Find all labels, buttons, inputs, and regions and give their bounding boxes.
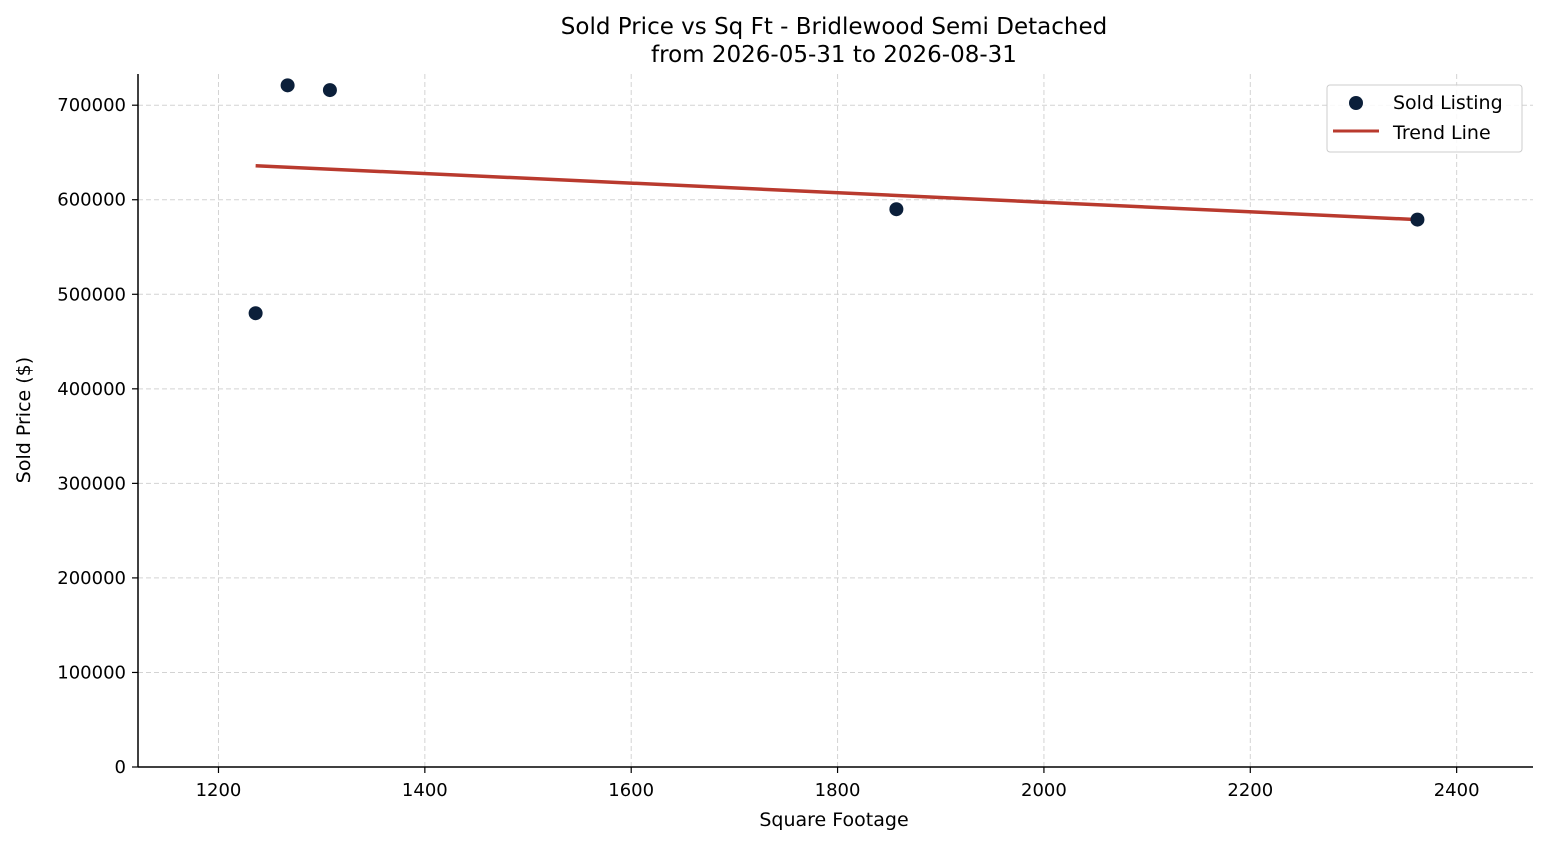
- y-tick-label: 500000: [57, 284, 126, 305]
- sold-listing-point: [1410, 212, 1425, 227]
- legend-frame: [1326, 84, 1523, 153]
- data-series: [248, 78, 1425, 321]
- legend: Sold Listing Trend Line: [1326, 84, 1523, 153]
- grid: [138, 74, 1533, 768]
- x-tick-label: 1200: [196, 780, 242, 801]
- y-axis-label: Sold Price ($): [13, 357, 35, 483]
- sold-listing-point: [248, 306, 263, 321]
- x-tick-label: 1800: [815, 780, 861, 801]
- legend-trend-line-label: Trend Line: [1392, 122, 1491, 144]
- tick-labels: 1200 1400 1600 1800 2000 2200 2400 0 100000 20000…: [57, 95, 1479, 801]
- sold-listing-point: [280, 78, 295, 93]
- legend-sold-listing-marker: [1349, 96, 1363, 110]
- x-tick-label: 2200: [1227, 780, 1273, 801]
- axes: [137, 74, 1533, 768]
- y-tick-label: 100000: [57, 662, 126, 683]
- y-tick-label: 600000: [57, 190, 126, 211]
- sold-listing-point: [889, 202, 904, 217]
- legend-sold-listing-label: Sold Listing: [1393, 92, 1503, 114]
- x-axis-label: Square Footage: [759, 809, 908, 831]
- y-tick-label: 700000: [57, 95, 126, 116]
- y-tick-label: 200000: [57, 568, 126, 589]
- y-tick-label: 300000: [57, 473, 126, 494]
- chart-title: Sold Price vs Sq Ft - Bridlewood Semi De…: [561, 14, 1107, 40]
- sold-listing-point: [322, 83, 337, 98]
- trend-line: [255, 163, 1418, 222]
- x-tick-label: 2400: [1434, 780, 1480, 801]
- y-tick-label: 400000: [57, 379, 126, 400]
- x-tick-label: 1400: [402, 780, 448, 801]
- x-tick-label: 2000: [1021, 780, 1067, 801]
- x-tick-label: 1600: [608, 780, 654, 801]
- y-tick-label: 0: [115, 757, 126, 778]
- chart-subtitle: from 2026-05-31 to 2026-08-31: [651, 42, 1017, 68]
